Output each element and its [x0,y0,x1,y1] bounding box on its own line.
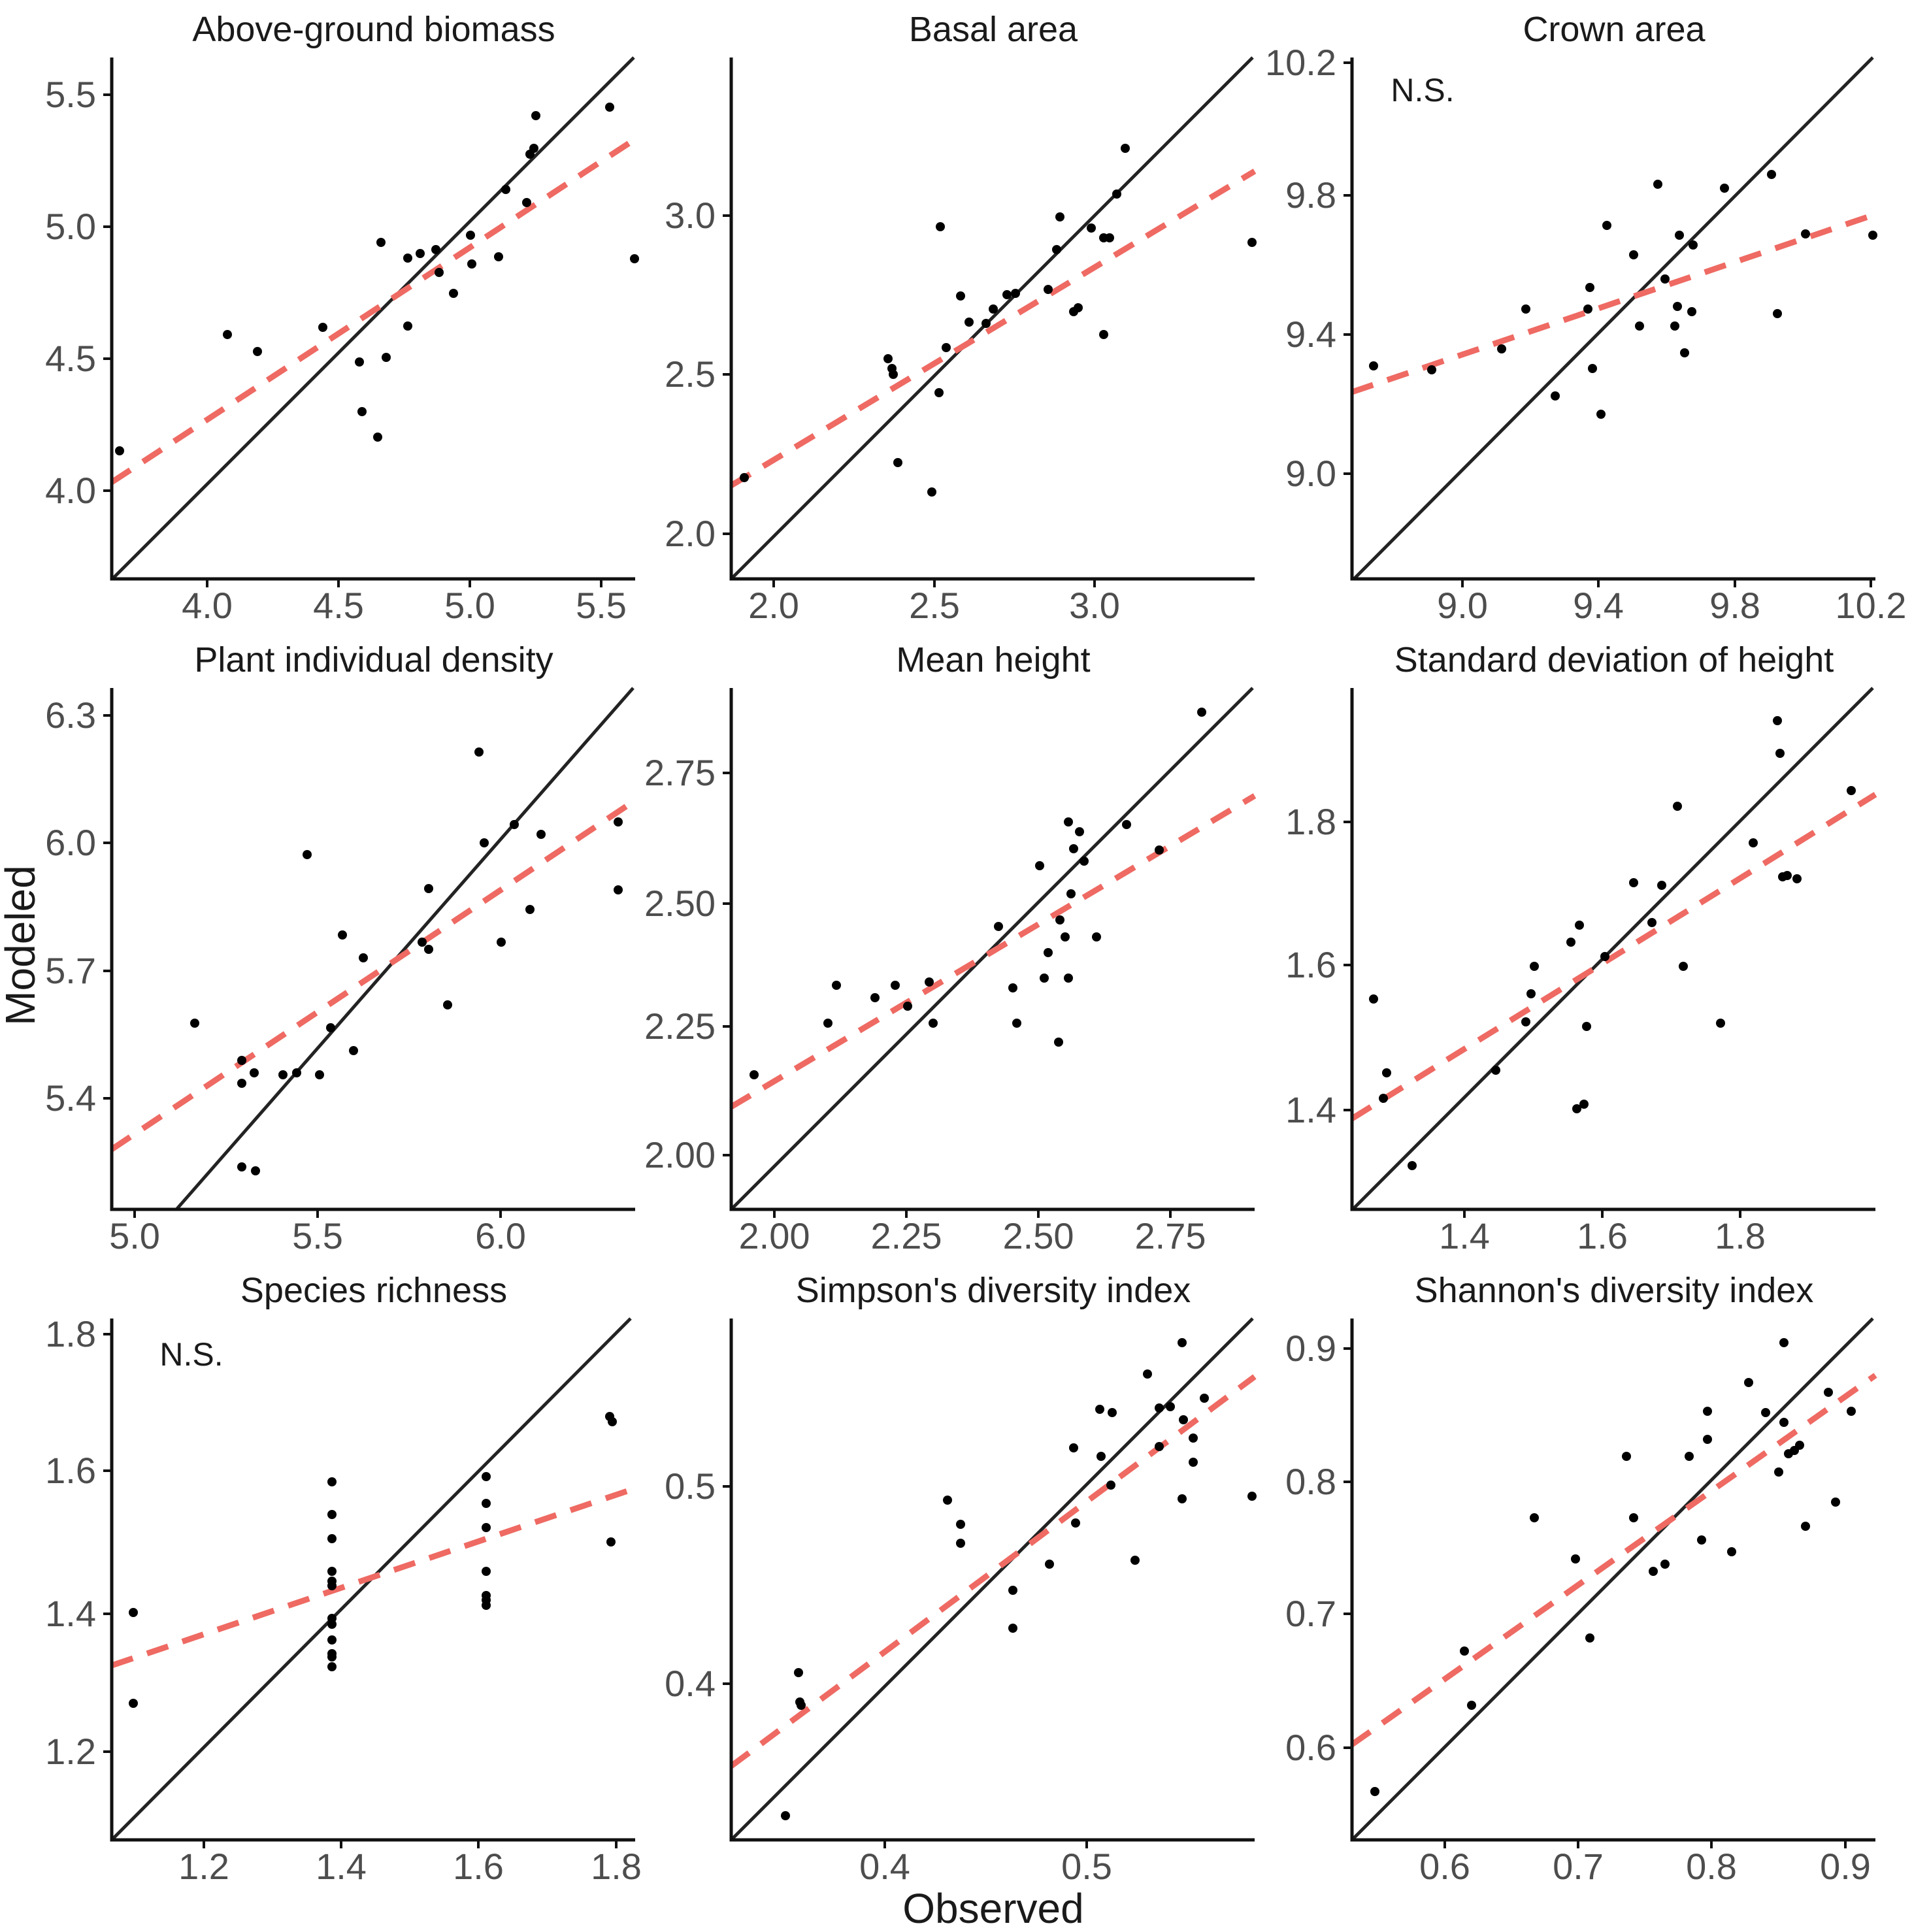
svg-text:Plant individual density: Plant individual density [194,640,553,679]
svg-text:2.5: 2.5 [909,585,960,626]
svg-text:1.4: 1.4 [45,1593,96,1634]
svg-text:2.25: 2.25 [871,1215,942,1256]
svg-text:0.5: 0.5 [1061,1846,1112,1887]
svg-text:6.3: 6.3 [45,695,96,736]
svg-text:2.25: 2.25 [644,1006,716,1047]
svg-text:Basal area: Basal area [909,10,1078,49]
svg-text:2.50: 2.50 [644,883,716,924]
svg-text:6.0: 6.0 [475,1215,526,1256]
svg-text:0.8: 0.8 [1285,1461,1336,1502]
svg-text:1.8: 1.8 [1715,1215,1766,1256]
svg-text:2.50: 2.50 [1003,1215,1074,1256]
svg-text:0.4: 0.4 [665,1663,716,1704]
svg-text:Shannon's diversity index: Shannon's diversity index [1415,1271,1814,1310]
svg-text:Above-ground biomass: Above-ground biomass [192,10,555,49]
svg-text:1.6: 1.6 [1285,944,1336,985]
svg-text:5.0: 5.0 [45,206,96,247]
svg-text:5.7: 5.7 [45,950,96,991]
svg-text:9.4: 9.4 [1573,585,1624,626]
svg-text:Mean height: Mean height [896,640,1090,679]
svg-text:Standard deviation of height: Standard deviation of height [1394,640,1834,679]
svg-text:0.8: 0.8 [1686,1846,1737,1887]
svg-text:0.4: 0.4 [859,1846,910,1887]
svg-text:1.2: 1.2 [178,1846,229,1887]
svg-text:3.0: 3.0 [665,195,716,236]
svg-text:0.6: 0.6 [1419,1846,1470,1887]
svg-text:6.0: 6.0 [45,822,96,863]
svg-text:5.5: 5.5 [45,74,96,115]
svg-text:9.0: 9.0 [1285,453,1336,494]
svg-text:2.0: 2.0 [748,585,799,626]
svg-text:Species richness: Species richness [240,1271,507,1310]
svg-text:N.S.: N.S. [1391,72,1454,108]
svg-text:10.2: 10.2 [1836,585,1907,626]
svg-text:Crown area: Crown area [1523,10,1706,49]
svg-text:2.75: 2.75 [644,752,716,793]
svg-text:1.6: 1.6 [1577,1215,1628,1256]
svg-text:0.5: 0.5 [665,1465,716,1507]
svg-text:Modeled: Modeled [0,865,44,1026]
svg-text:2.0: 2.0 [665,513,716,554]
svg-text:9.4: 9.4 [1285,314,1336,355]
svg-text:5.5: 5.5 [576,585,627,626]
svg-text:3.0: 3.0 [1069,585,1120,626]
svg-text:1.8: 1.8 [1285,801,1336,842]
svg-text:9.8: 9.8 [1709,585,1760,626]
svg-text:9.8: 9.8 [1285,174,1336,216]
svg-text:1.4: 1.4 [316,1846,367,1887]
svg-text:5.0: 5.0 [444,585,495,626]
svg-text:1.8: 1.8 [591,1846,642,1887]
svg-text:5.4: 5.4 [45,1077,96,1119]
svg-text:4.0: 4.0 [182,585,233,626]
svg-text:4.5: 4.5 [313,585,364,626]
svg-text:4.5: 4.5 [45,338,96,379]
svg-text:0.7: 0.7 [1553,1846,1604,1887]
svg-text:Observed: Observed [902,1885,1083,1929]
svg-text:2.00: 2.00 [739,1215,810,1256]
svg-text:0.9: 0.9 [1285,1328,1336,1369]
svg-text:0.9: 0.9 [1820,1846,1871,1887]
svg-text:Simpson's diversity index: Simpson's diversity index [796,1271,1191,1310]
svg-text:1.4: 1.4 [1439,1215,1490,1256]
svg-text:1.6: 1.6 [453,1846,504,1887]
svg-text:0.7: 0.7 [1285,1593,1336,1634]
svg-text:5.0: 5.0 [109,1215,160,1256]
svg-text:2.75: 2.75 [1135,1215,1206,1256]
svg-text:4.0: 4.0 [45,470,96,511]
svg-text:5.5: 5.5 [292,1215,343,1256]
svg-text:1.2: 1.2 [45,1731,96,1772]
svg-text:0.6: 0.6 [1285,1727,1336,1768]
svg-text:2.00: 2.00 [644,1134,716,1175]
svg-text:2.5: 2.5 [665,353,716,395]
svg-text:1.8: 1.8 [45,1313,96,1354]
svg-text:9.0: 9.0 [1437,585,1488,626]
svg-text:1.6: 1.6 [45,1450,96,1491]
svg-text:1.4: 1.4 [1285,1089,1336,1130]
svg-text:N.S.: N.S. [159,1336,223,1373]
svg-text:10.2: 10.2 [1265,42,1336,83]
